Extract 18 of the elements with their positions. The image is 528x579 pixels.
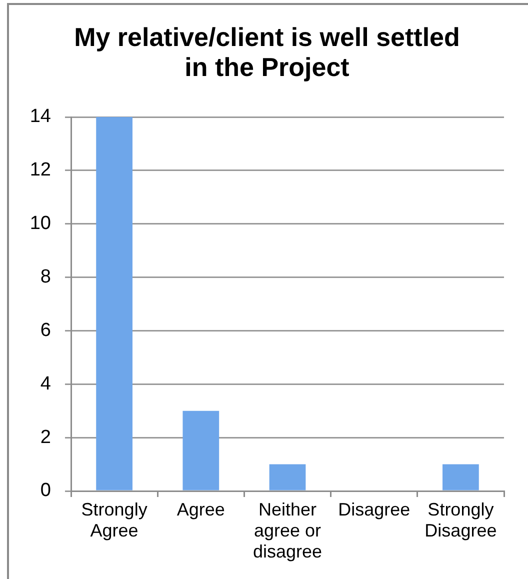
y-tick-label: 0 bbox=[40, 480, 51, 502]
bar bbox=[269, 464, 306, 490]
bar bbox=[182, 410, 220, 490]
y-tick-label: 12 bbox=[30, 160, 51, 181]
y-tick-label: 10 bbox=[30, 213, 51, 234]
y-tick-label: 2 bbox=[40, 426, 51, 448]
y-tick-label: 8 bbox=[40, 266, 51, 288]
chart-title: My relative/client is well settled in the Project bbox=[73, 22, 461, 82]
x-tick-label: Strongly Disagree bbox=[424, 500, 497, 541]
y-tick-label: 14 bbox=[30, 106, 52, 128]
bar bbox=[442, 464, 479, 490]
x-tick-label: Neither agree or disagree bbox=[252, 500, 322, 562]
y-tick-label: 4 bbox=[40, 373, 52, 394]
bar bbox=[96, 117, 132, 490]
y-tick-label: 6 bbox=[40, 320, 51, 341]
x-tick-label: Disagree bbox=[338, 500, 410, 520]
x-tick-label: Agree bbox=[176, 500, 225, 520]
x-tick-label: Strongly Agree bbox=[81, 500, 148, 541]
